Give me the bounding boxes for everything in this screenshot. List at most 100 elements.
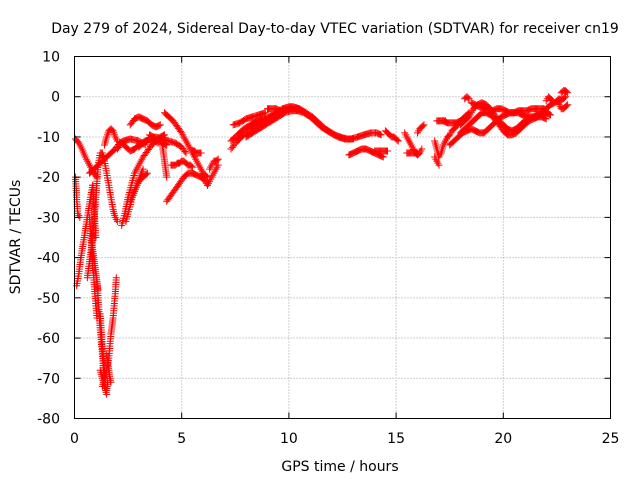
data-point <box>561 93 569 101</box>
series-s19 <box>126 113 164 131</box>
data-point <box>435 161 443 169</box>
series-s36 <box>381 127 402 145</box>
data-point <box>418 145 426 153</box>
series-s21 <box>146 131 171 149</box>
data-point <box>143 169 151 177</box>
x-axis-label: GPS time / hours <box>281 459 398 475</box>
data-point <box>108 126 116 134</box>
data-point <box>557 97 565 105</box>
x-tick-label: 5 <box>177 431 186 447</box>
series-s35 <box>371 147 392 155</box>
data-point <box>156 121 164 129</box>
data-point <box>188 163 196 171</box>
data-point <box>465 95 473 103</box>
data-point <box>214 155 222 163</box>
x-tick-label: 20 <box>494 431 512 447</box>
series-s53 <box>553 95 565 105</box>
y-tick-label: -10 <box>37 130 60 146</box>
y-tick-labels: -80 -70 -60 -50 -40 -30 -20 -10 0 10 <box>37 50 60 428</box>
data-point <box>563 102 571 110</box>
series-s27 <box>203 161 222 189</box>
data-point <box>155 121 163 129</box>
data-point <box>544 109 552 117</box>
series-s50 <box>542 93 557 105</box>
data-point <box>564 89 572 97</box>
series-s48 <box>461 93 473 103</box>
series-s47 <box>467 99 548 117</box>
y-axis-label: SDTVAR / TECUs <box>8 180 24 295</box>
data-point <box>139 165 147 173</box>
x-tick-label: 15 <box>387 431 405 447</box>
data-point <box>261 109 269 117</box>
data-point <box>142 170 150 178</box>
x-tick-label: 0 <box>70 431 79 447</box>
data-point <box>548 96 556 104</box>
data-point <box>377 131 385 139</box>
data-point <box>281 107 289 115</box>
data-point <box>163 173 171 181</box>
series-s2 <box>72 173 84 221</box>
series-s23 <box>167 157 196 171</box>
series-s34 <box>345 145 387 161</box>
y-tick-label: -30 <box>37 210 60 226</box>
series-s22 <box>163 169 211 205</box>
data-point <box>113 217 121 225</box>
data-point <box>419 122 427 130</box>
data-point <box>556 96 564 104</box>
data-point <box>420 121 428 129</box>
data-point <box>464 94 472 102</box>
series-s33 <box>263 105 289 115</box>
series-s17 <box>126 165 147 205</box>
data-point <box>182 149 190 157</box>
data-point <box>306 113 314 121</box>
series-s25 <box>161 109 211 181</box>
data-point <box>112 274 120 282</box>
x-tick-label: 25 <box>602 431 620 447</box>
x-tick-labels: 0 5 10 15 20 25 <box>70 431 619 447</box>
data-point <box>394 137 402 145</box>
data-point <box>197 149 205 157</box>
data-point <box>542 115 550 123</box>
series-s12 <box>103 350 115 386</box>
data-point <box>349 135 357 143</box>
y-tick-label: 0 <box>51 90 60 106</box>
data-point <box>564 101 572 109</box>
series-s7 <box>89 181 100 241</box>
series-s24 <box>158 141 171 181</box>
series-s41 <box>431 153 443 169</box>
y-tick-label: 10 <box>42 50 60 66</box>
data-point <box>379 153 387 161</box>
y-tick-label: -80 <box>37 412 60 428</box>
series-s26 <box>188 147 205 157</box>
y-tick-label: -20 <box>37 170 60 186</box>
series-s28 <box>206 155 222 173</box>
data-point <box>92 234 100 241</box>
data-point <box>214 161 222 169</box>
data-point <box>177 127 185 135</box>
data-point <box>384 147 392 155</box>
series-s6 <box>86 213 101 322</box>
data-point <box>393 136 401 144</box>
data-point <box>181 148 189 156</box>
data-point <box>563 88 571 96</box>
data-point <box>305 112 313 120</box>
data-point <box>376 130 384 138</box>
series-s52 <box>557 87 572 97</box>
series-s15 <box>118 131 169 229</box>
data-point <box>92 172 100 180</box>
x-tick-label: 10 <box>280 431 298 447</box>
data-point <box>202 172 210 180</box>
data-point <box>414 149 422 157</box>
series-s51 <box>555 101 572 113</box>
data-point <box>187 162 195 170</box>
y-tick-label: -60 <box>37 331 60 347</box>
series-s31 <box>229 109 269 129</box>
y-tick-label: -50 <box>37 291 60 307</box>
series-s13 <box>101 125 121 149</box>
y-tick-label: -70 <box>37 371 60 387</box>
series-s4 <box>83 149 121 282</box>
data-point <box>107 378 115 386</box>
plot-frame <box>74 56 611 419</box>
data-point <box>560 94 568 102</box>
